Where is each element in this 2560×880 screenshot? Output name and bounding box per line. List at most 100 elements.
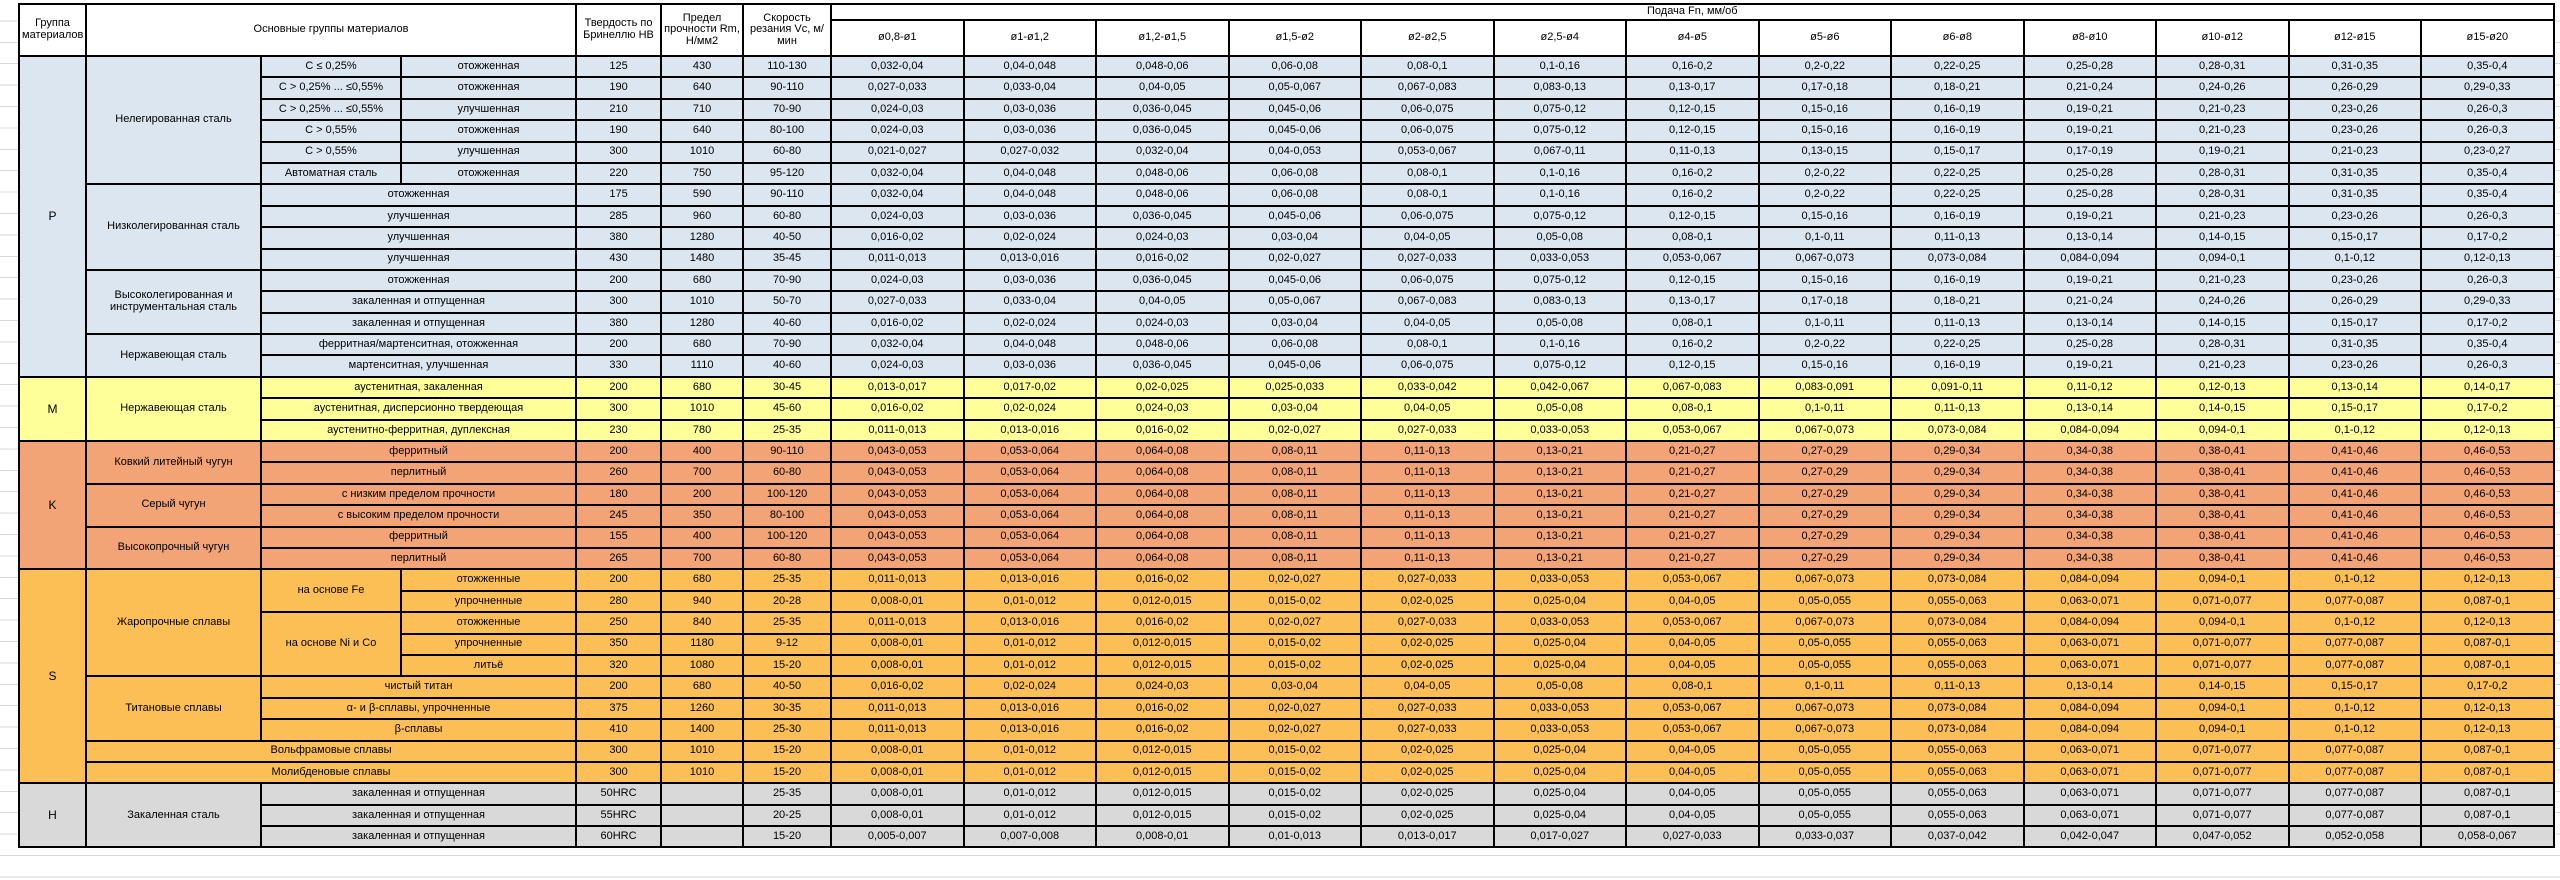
material-sub1-cell[interactable]: C > 0,25% ... ≤0,55% [260,97,402,122]
hardness-cell[interactable]: 330 [575,354,663,378]
feed-cell-7[interactable]: 0,2-0,22 [1757,161,1893,186]
col-header-material-group[interactable]: Группа материалов [18,3,87,57]
strength-cell[interactable]: 1080 [660,653,745,678]
material-subtype-cell[interactable]: β-сплавы [259,718,578,742]
material-subtype-cell[interactable]: ферритный [259,440,578,464]
strength-cell[interactable]: 1260 [660,696,745,721]
feed-cell-10[interactable]: 0,19-0,21 [2155,140,2290,164]
hardness-cell[interactable]: 430 [575,247,663,271]
strength-cell[interactable]: 680 [660,268,745,293]
material-sub2-cell[interactable]: отожженные [399,568,578,592]
feed-cell-12[interactable]: 0,12-0,13 [2420,696,2555,721]
material-subtype-cell[interactable]: перлитный [259,546,578,571]
feed-cell-3[interactable]: 0,045-0,06 [1227,204,1363,229]
feed-cell-10[interactable]: 0,28-0,31 [2155,54,2290,79]
material-category-cell[interactable]: Жаропрочные сплавы [85,568,262,678]
feed-cell-11[interactable]: 0,077-0,087 [2287,782,2423,806]
cutting-speed-cell[interactable]: 70-90 [742,97,833,122]
feed-cell-12[interactable]: 0,29-0,33 [2420,290,2555,314]
feed-cell-11[interactable]: 0,26-0,29 [2287,76,2423,100]
feed-cell-4[interactable]: 0,04-0,05 [1360,675,1495,699]
feed-cell-3[interactable]: 0,03-0,04 [1227,311,1363,336]
feed-cell-5[interactable]: 0,067-0,11 [1492,140,1628,164]
feed-cell-5[interactable]: 0,075-0,12 [1492,268,1628,293]
cutting-speed-cell[interactable]: 25-35 [742,418,833,443]
cutting-speed-cell[interactable]: 60-80 [742,546,833,571]
strength-cell[interactable]: 700 [660,546,745,571]
material-subtype-cell[interactable]: мартенситная, улучшенная [259,354,578,378]
feed-cell-1[interactable]: 0,027-0,032 [962,140,1098,164]
hardness-cell[interactable]: 210 [575,97,663,122]
feed-cell-11[interactable]: 0,41-0,46 [2287,482,2423,507]
feed-cell-12[interactable]: 0,17-0,2 [2420,675,2555,699]
hardness-cell[interactable]: 245 [575,504,663,528]
feed-cell-6[interactable]: 0,16-0,2 [1625,161,1760,186]
feed-cell-8[interactable]: 0,073-0,084 [1890,418,2025,443]
feed-cell-10[interactable]: 0,38-0,41 [2155,440,2290,464]
feed-cell-0[interactable]: 0,032-0,04 [830,333,965,357]
strength-cell[interactable]: 1010 [660,397,745,421]
feed-cell-10[interactable]: 0,24-0,26 [2155,290,2290,314]
feed-cell-1[interactable]: 0,03-0,036 [962,268,1098,293]
feed-cell-7[interactable]: 0,15-0,16 [1757,268,1893,293]
feed-cell-5[interactable]: 0,13-0,21 [1492,525,1628,550]
cutting-speed-cell[interactable]: 100-120 [742,482,833,507]
material-subtype-cell[interactable]: ферритный [259,525,578,550]
feed-cell-1[interactable]: 0,013-0,016 [962,718,1098,742]
feed-cell-2[interactable]: 0,048-0,06 [1095,54,1230,79]
feed-cell-1[interactable]: 0,013-0,016 [962,247,1098,271]
feed-cell-4[interactable]: 0,067-0,083 [1360,76,1495,100]
hardness-cell[interactable]: 155 [575,525,663,550]
feed-cell-4[interactable]: 0,067-0,083 [1360,290,1495,314]
feed-cell-11[interactable]: 0,31-0,35 [2287,183,2423,207]
feed-cell-9[interactable]: 0,063-0,071 [2022,782,2158,806]
strength-cell[interactable]: 400 [660,440,745,464]
hardness-cell[interactable]: 375 [575,696,663,721]
material-sub1-cell[interactable]: C > 0,25% ... ≤0,55% [260,76,402,100]
feed-cell-5[interactable]: 0,1-0,16 [1492,183,1628,207]
feed-cell-3[interactable]: 0,015-0,02 [1227,589,1363,614]
material-subtype-cell[interactable]: отожженная [259,268,578,293]
feed-cell-8[interactable]: 0,29-0,34 [1890,546,2025,571]
col-header-main-materials[interactable]: Основные группы материалов [84,3,578,57]
feed-cell-8[interactable]: 0,055-0,063 [1890,653,2025,678]
feed-cell-4[interactable]: 0,04-0,05 [1360,397,1495,421]
feed-cell-2[interactable]: 0,04-0,05 [1095,76,1230,100]
feed-cell-7[interactable]: 0,05-0,055 [1757,760,1893,785]
feed-cell-7[interactable]: 0,2-0,22 [1757,54,1893,79]
feed-cell-12[interactable]: 0,087-0,1 [2420,653,2555,678]
feed-cell-4[interactable]: 0,027-0,033 [1360,611,1495,635]
feed-cell-12[interactable]: 0,29-0,33 [2420,76,2555,100]
feed-cell-1[interactable]: 0,03-0,036 [962,97,1098,122]
feed-cell-0[interactable]: 0,016-0,02 [830,311,965,336]
hardness-cell[interactable]: 380 [575,226,663,250]
cutting-speed-cell[interactable]: 90-110 [742,440,833,464]
feed-cell-0[interactable]: 0,043-0,053 [830,440,965,464]
feed-cell-3[interactable]: 0,025-0,033 [1227,375,1363,400]
strength-cell[interactable]: 1010 [660,140,745,164]
feed-cell-12[interactable]: 0,12-0,13 [2420,718,2555,742]
feed-cell-9[interactable]: 0,34-0,38 [2022,546,2158,571]
material-sub2-cell[interactable]: упрочненные [399,632,578,656]
material-category-cell[interactable]: Нелегированная сталь [85,54,262,186]
feed-cell-5[interactable]: 0,042-0,067 [1492,375,1628,400]
cutting-speed-cell[interactable]: 15-20 [742,653,833,678]
feed-cell-7[interactable]: 0,15-0,16 [1757,97,1893,122]
group-letter-cell[interactable]: P [18,55,87,378]
feed-cell-2[interactable]: 0,012-0,015 [1095,782,1230,806]
feed-cell-10[interactable]: 0,094-0,1 [2155,247,2290,271]
feed-cell-4[interactable]: 0,08-0,1 [1360,161,1495,186]
feed-cell-6[interactable]: 0,04-0,05 [1625,653,1760,678]
material-subtype-cell[interactable]: аустенитная, дисперсионно твердеющая [259,397,578,421]
hardness-cell[interactable]: 300 [575,739,663,763]
strength-cell[interactable]: 1180 [660,632,745,656]
feed-cell-4[interactable]: 0,11-0,13 [1360,461,1495,485]
feed-cell-0[interactable]: 0,043-0,053 [830,504,965,528]
feed-cell-4[interactable]: 0,02-0,025 [1360,782,1495,806]
feed-cell-12[interactable]: 0,26-0,3 [2420,354,2555,378]
feed-cell-5[interactable]: 0,05-0,08 [1492,675,1628,699]
material-subtype-cell[interactable]: аустенитно-ферритная, дуплексная [259,418,578,443]
feed-cell-9[interactable]: 0,063-0,071 [2022,739,2158,763]
material-category-cell[interactable]: Нержавеющая сталь [85,375,262,443]
hardness-cell[interactable]: 60HRC [575,825,663,849]
